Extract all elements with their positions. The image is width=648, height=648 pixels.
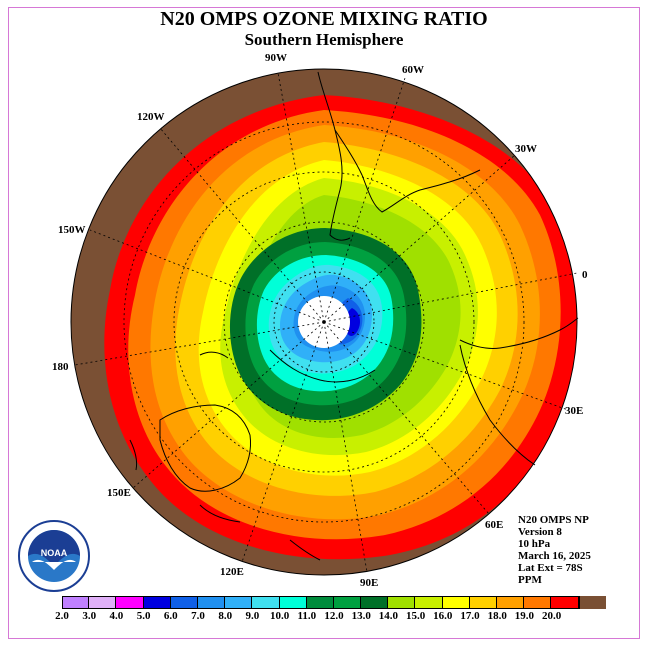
coastlines xyxy=(129,71,579,561)
info-line-lat-ext: Lat Ext = 78S xyxy=(518,562,583,574)
colorbar-tick-label: 15.0 xyxy=(405,610,426,622)
colorbar-swatch xyxy=(551,596,579,609)
info-panel: N20 OMPS NP Version 8 10 hPa March 16, 2… xyxy=(518,514,591,586)
info-line-date: March 16, 2025 xyxy=(518,550,591,562)
lon-label-0: 0 xyxy=(582,269,588,281)
colorbar-swatch xyxy=(469,596,497,609)
colorbar-swatch xyxy=(306,596,334,609)
colorbar-swatch xyxy=(116,596,144,609)
map-subtitle: Southern Hemisphere xyxy=(244,30,404,49)
lon-label-120w: 120W xyxy=(137,111,165,123)
colorbar-tick-label: 18.0 xyxy=(487,610,507,622)
lon-label-60e: 60E xyxy=(485,519,503,531)
colorbar-swatch xyxy=(252,596,280,609)
graticule xyxy=(74,72,578,573)
colorbar-tick-label: 7.0 xyxy=(191,610,205,622)
colorbar-tick-label: 2.0 xyxy=(55,610,69,622)
colorbar-ticks: 2.0 3.0 4.0 5.0 6.0 7.0 8.0 9.0 10.0 11.0 12.0 13.0… xyxy=(50,610,610,624)
info-line-satellite: N20 OMPS NP xyxy=(518,514,589,526)
figure-frame xyxy=(8,7,640,639)
colorbar-tick-label: 5.0 xyxy=(136,610,151,622)
lon-label-60w: 60W xyxy=(402,64,424,76)
lon-label-180: 180 xyxy=(52,361,69,373)
colorbar-tick-label: 10.0 xyxy=(269,610,290,622)
colorbar-tick-label: 4.0 xyxy=(109,610,124,622)
colorbar-swatch xyxy=(333,596,362,609)
colorbar-swatch xyxy=(197,596,226,609)
lon-label-120e: 120E xyxy=(220,566,244,578)
colorbar-swatch xyxy=(497,596,525,609)
colorbar-tick-label: 3.0 xyxy=(82,610,97,622)
info-line-units: PPM xyxy=(518,574,542,586)
info-line-version: Version 8 xyxy=(518,526,562,538)
colorbar-swatch xyxy=(524,596,552,609)
lon-label-90e: 90E xyxy=(360,577,378,589)
colorbar-tick-label: 12.0 xyxy=(324,610,344,622)
colorbar-swatch xyxy=(415,596,443,609)
map-boundary xyxy=(70,68,578,576)
lon-label-150w: 150W xyxy=(58,224,86,236)
colorbar-swatch xyxy=(143,596,171,609)
colorbar-frame xyxy=(62,596,580,609)
lon-label-30e: 30E xyxy=(565,405,583,417)
colorbar-tick-label: 9.0 xyxy=(245,610,260,622)
colorbar-tick-label: 6.0 xyxy=(163,610,178,622)
colorbar-swatch xyxy=(62,596,90,609)
noaa-logo: NOAA xyxy=(18,520,90,592)
lon-label-90w: 90W xyxy=(265,52,287,64)
colorbar-tick-label: 17.0 xyxy=(460,610,480,622)
colorbar-tick-label: 20.0 xyxy=(541,610,562,622)
colorbar-swatch xyxy=(361,596,389,609)
colorbar-tick-label: 14.0 xyxy=(378,610,399,622)
map-title: N20 OMPS OZONE MIXING RATIO xyxy=(160,8,488,30)
lon-label-30w: 30W xyxy=(515,143,537,155)
colorbar-tick-label: 16.0 xyxy=(433,610,453,622)
colorbar-swatch xyxy=(170,596,198,609)
colorbar-swatch xyxy=(578,596,606,609)
colorbar-swatch xyxy=(279,596,307,609)
colorbar-swatch xyxy=(225,596,253,609)
colorbar xyxy=(62,596,606,609)
colorbar-tick-label: 19.0 xyxy=(514,610,535,622)
ozone-field xyxy=(71,69,577,575)
info-line-level: 10 hPa xyxy=(518,538,551,550)
colorbar-tick-label: 8.0 xyxy=(218,610,233,622)
colorbar-swatch xyxy=(442,596,470,609)
colorbar-swatch xyxy=(89,596,117,609)
colorbar-swatch xyxy=(388,596,416,609)
colorbar-tick-label: 13.0 xyxy=(351,610,371,622)
lon-label-150e: 150E xyxy=(107,487,131,499)
colorbar-tick-label: 11.0 xyxy=(297,610,317,622)
noaa-logo-text: NOAA xyxy=(41,548,68,558)
longitude-labels: 90W 60W 30W 0 30E 60E 90E 120E 150E 180 … xyxy=(52,52,588,589)
